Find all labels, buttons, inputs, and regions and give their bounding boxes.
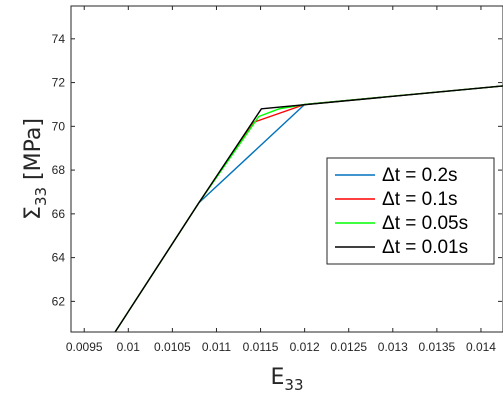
y-tick-label: 64	[52, 251, 66, 265]
series-layer	[114, 85, 503, 332]
x-axis-ticks: 0.0095 0.01 0.0105 0.011 0.0115 0.012 0.0125 0.…	[66, 6, 496, 354]
x-axis-label-main: E	[271, 365, 285, 390]
x-tick-label: 0.012	[290, 340, 320, 354]
plot-frame	[70, 5, 503, 333]
legend-label-1: Δt = 0.1s	[382, 189, 458, 210]
y-tick-label: 62	[52, 294, 66, 308]
x-tick-label: 0.0105	[154, 340, 191, 354]
x-tick-label: 0.0135	[419, 340, 456, 354]
x-tick-label: 0.013	[378, 340, 408, 354]
x-tick-label: 0.014	[466, 340, 496, 354]
y-tick-label: 70	[52, 119, 66, 133]
y-axis-label-main: Σ	[21, 206, 46, 220]
legend-label-3: Δt = 0.01s	[382, 237, 468, 258]
y-tick-label: 68	[52, 163, 66, 177]
x-tick-label: 0.01	[117, 340, 141, 354]
x-tick-label: 0.0095	[66, 340, 103, 354]
y-axis-label: Σ33 [MPa]	[21, 118, 50, 220]
y-tick-label: 72	[52, 76, 66, 90]
x-axis-label: E33	[271, 365, 304, 394]
legend: Δt = 0.2s Δt = 0.1s Δt = 0.05s Δt = 0.01s	[326, 157, 495, 265]
x-axis-label-subscript: 33	[284, 376, 303, 394]
y-tick-label: 66	[52, 207, 66, 221]
x-tick-label: 0.0115	[243, 340, 279, 354]
legend-label-0: Δt = 0.2s	[382, 165, 458, 186]
x-tick-label: 0.011	[202, 340, 231, 354]
y-axis-label-unit: [MPa]	[21, 118, 46, 187]
y-axis-label-subscript: 33	[32, 187, 50, 206]
series-line-3	[114, 85, 503, 332]
y-axis-ticks: 62 64 66 68 70 72 74	[52, 32, 502, 308]
y-tick-label: 74	[52, 32, 66, 46]
legend-label-2: Δt = 0.05s	[382, 213, 468, 234]
x-tick-label: 0.0125	[330, 340, 367, 354]
